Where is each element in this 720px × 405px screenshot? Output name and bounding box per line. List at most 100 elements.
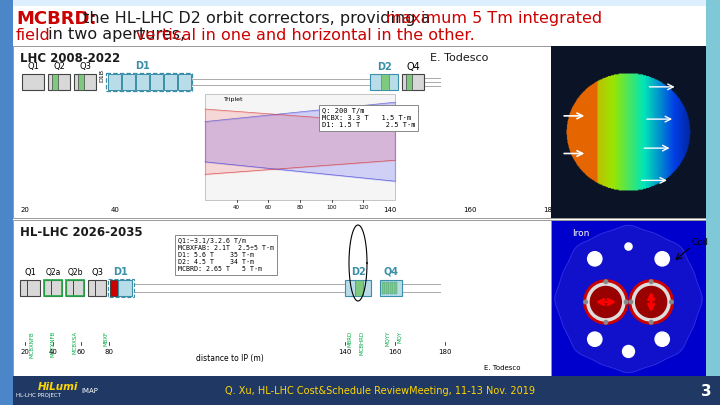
Text: Q3: Q3 [79,62,91,72]
Circle shape [629,280,673,324]
Text: LHC 2008-2022: LHC 2008-2022 [20,51,120,64]
Text: 20: 20 [21,349,30,355]
Bar [13,46,551,218]
Text: Q4: Q4 [406,62,420,72]
Circle shape [623,345,634,358]
Text: 20: 20 [21,207,30,213]
Bar [74,74,96,90]
Text: Q2b: Q2b [67,269,83,277]
Bar [386,282,389,294]
Text: in two apertures,: in two apertures, [43,28,190,43]
Text: D1: D1 [135,61,150,71]
Bar [406,74,412,90]
Text: Triplet: Triplet [224,97,243,102]
Text: MCBHRD: MCBHRD [359,331,364,355]
Text: HiLumi: HiLumi [38,382,78,392]
Text: D2: D2 [351,267,365,277]
Text: 140: 140 [338,349,351,355]
Bar [551,46,706,218]
Text: D2: D2 [377,62,392,72]
Text: E. Todesco: E. Todesco [430,53,488,63]
Text: MQY: MQY [397,331,402,343]
Bar [370,74,398,90]
Circle shape [632,283,670,321]
Bar [380,280,402,296]
Bar [394,282,397,294]
Text: 40: 40 [233,205,240,210]
Text: maximum 5 Tm integrated: maximum 5 Tm integrated [386,11,602,26]
Circle shape [655,252,670,266]
Text: 60: 60 [265,205,272,210]
Text: MCBXNFB: MCBXNFB [30,331,35,358]
Text: Q4: Q4 [384,267,398,277]
Text: distance to IP (m): distance to IP (m) [196,354,264,364]
Bar [44,280,62,296]
Text: MBRD: MBRD [348,331,353,347]
Bar [706,0,720,405]
Text: 180: 180 [544,207,557,213]
Bar [106,73,192,91]
Text: Q: 200 T/m
MCBX: 3.3 T   1.5 T·m
D1: 1.5 T      2.5 T·m: Q: 200 T/m MCBX: 3.3 T 1.5 T·m D1: 1.5 T… [322,108,415,128]
Text: HL-LHC 2026-2035: HL-LHC 2026-2035 [20,226,143,239]
Bar [382,282,385,294]
Bar [345,280,371,296]
Circle shape [587,283,625,321]
Circle shape [584,280,628,324]
Text: D1: D1 [114,267,128,277]
Circle shape [636,286,667,318]
Text: 140: 140 [383,207,397,213]
Bar [13,220,551,378]
Bar [22,74,44,90]
Circle shape [590,286,621,318]
Text: D1B: D1B [99,70,104,83]
Bar [150,74,163,90]
Bar [178,74,191,90]
Bar [20,280,40,296]
Circle shape [604,320,608,324]
Circle shape [625,243,632,250]
Circle shape [649,280,653,283]
Bar [402,74,424,90]
Text: the HL-LHC D2 orbit correctors, providing a: the HL-LHC D2 orbit correctors, providin… [78,11,436,26]
Bar [122,74,135,90]
Bar [110,280,118,296]
Circle shape [655,332,670,346]
Text: IMAP: IMAP [81,388,99,394]
Circle shape [624,300,628,304]
Circle shape [670,300,673,304]
Bar [136,74,149,90]
Circle shape [629,300,633,304]
Bar [390,282,393,294]
Text: E. Todesco: E. Todesco [484,365,520,371]
Text: 160: 160 [388,349,402,355]
Text: Q2: Q2 [53,62,65,72]
Text: Q1:~3.1/3.2.6 T/m
MCBXFAB: 2.1T  2.5÷5 T·m
D1: 5.6 T    35 T·m
D2: 4.5 T    34 T: Q1:~3.1/3.2.6 T/m MCBXFAB: 2.1T 2.5÷5 T·… [178,238,274,272]
Text: 80: 80 [104,349,114,355]
Text: MBXF: MBXF [104,331,109,346]
Text: Coil: Coil [691,238,708,247]
Polygon shape [555,225,702,373]
Bar [0,0,13,405]
Text: HL-LHC PROJECT: HL-LHC PROJECT [16,394,60,399]
Text: 40: 40 [111,207,120,213]
Bar [381,74,389,90]
Text: 80: 80 [297,205,304,210]
Circle shape [649,320,653,324]
Bar [78,74,84,90]
Bar [108,279,134,297]
Text: 40: 40 [48,349,58,355]
Bar [66,280,84,296]
Bar [108,74,121,90]
Text: Q3: Q3 [91,269,103,277]
Circle shape [588,252,602,266]
Bar [118,280,132,296]
Bar [48,74,70,90]
Circle shape [604,280,608,283]
Bar [66,280,84,296]
Circle shape [588,332,602,346]
Text: 180: 180 [438,349,451,355]
Text: MQYY: MQYY [385,331,390,346]
Bar [44,280,62,296]
Text: MCTXNFB: MCTXNFB [50,331,55,357]
Text: 160: 160 [463,207,477,213]
